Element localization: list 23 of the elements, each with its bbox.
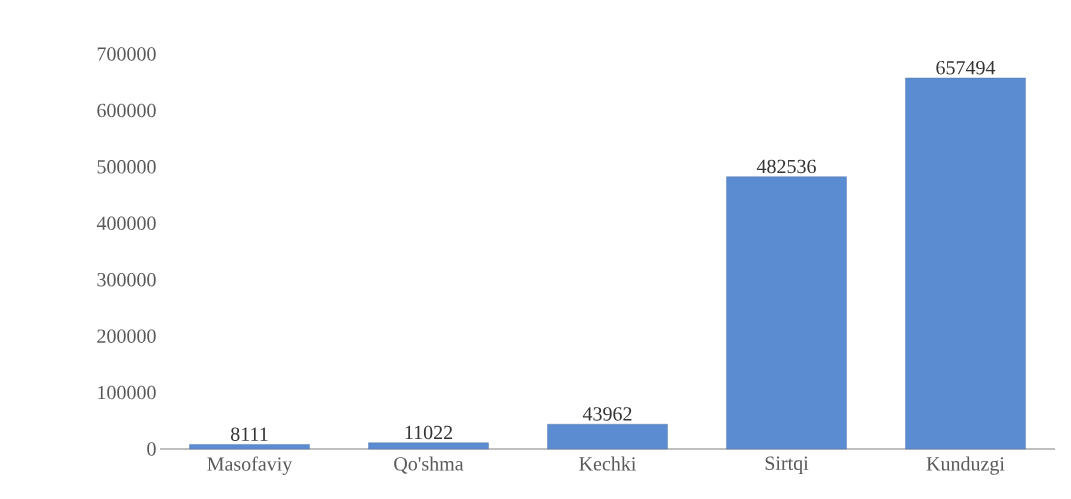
x-tick-label: Kunduzgi	[926, 456, 1005, 475]
bar	[905, 77, 1026, 450]
x-tick-label: Qo'shma	[394, 456, 464, 474]
y-tick-label: 500000	[97, 160, 156, 174]
x-tick-label: Masofaviy	[207, 456, 293, 475]
bar	[368, 442, 489, 450]
y-tick-label: 700000	[97, 47, 156, 61]
data-label: 8111	[231, 427, 268, 441]
bar	[547, 423, 668, 450]
data-label: 11022	[405, 425, 453, 440]
y-tick-label: 200000	[97, 329, 156, 343]
y-tick-label: 600000	[97, 103, 156, 118]
bar	[189, 444, 310, 450]
bar	[726, 176, 847, 450]
y-tick-label: 0	[147, 442, 156, 456]
data-label: 482536	[756, 159, 816, 174]
x-tick-label: Sirtqi	[765, 456, 809, 475]
y-tick-label: 300000	[97, 272, 156, 287]
y-tick-label: 400000	[96, 216, 156, 231]
y-tick-label: 100000	[98, 385, 156, 400]
data-label: 43962	[582, 407, 632, 421]
data-label: 657494	[936, 61, 996, 75]
x-tick-label: Kechki	[579, 456, 636, 471]
